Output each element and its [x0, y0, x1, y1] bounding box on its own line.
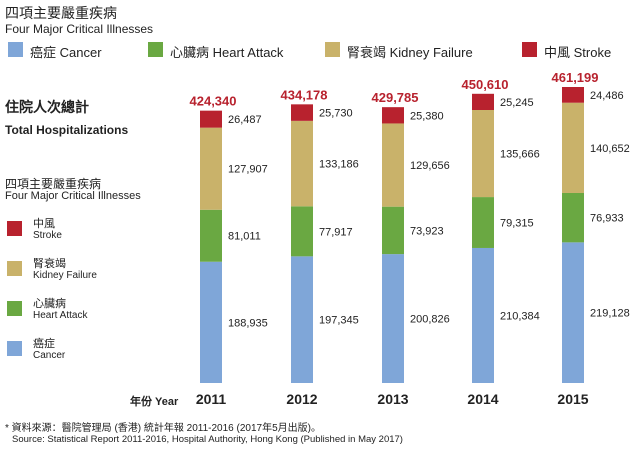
- data-label: 200,826: [410, 314, 450, 326]
- x-axis-label: 年份 Year: [130, 396, 179, 408]
- data-label: 25,380: [410, 110, 444, 122]
- data-label: 188,935: [228, 317, 268, 329]
- side-legend-swatch: [7, 301, 22, 316]
- side-legend-label: Cancer: [33, 350, 66, 361]
- legend-swatch: [325, 42, 340, 57]
- source-zh: * 資料來源：醫院管理局 (香港) 統計年報 2011-2016 (2017年5…: [5, 423, 321, 434]
- side-legend-label: 心臟病: [33, 298, 66, 310]
- bar-segment: [562, 102, 584, 193]
- data-label: 129,656: [410, 160, 450, 172]
- legend-label: 心臟病 Heart Attack: [170, 45, 284, 60]
- data-label: 127,907: [228, 164, 268, 176]
- side-legend-title-zh: 四項主要嚴重疾病: [5, 177, 102, 191]
- legend-label: 腎衰竭 Kidney Failure: [347, 45, 473, 60]
- bar-segment: [200, 209, 222, 262]
- source-en: Source: Statistical Report 2011-2016, Ho…: [12, 434, 403, 445]
- bar-segment: [472, 93, 494, 110]
- bar-segment: [200, 261, 222, 383]
- total-label: 434,178: [281, 87, 328, 102]
- side-legend-swatch: [7, 341, 22, 356]
- legend-swatch: [8, 42, 23, 57]
- data-label: 133,186: [319, 159, 359, 171]
- legend-label: 癌症 Cancer: [30, 45, 102, 60]
- data-label: 26,487: [228, 114, 262, 126]
- legend-label: 中風 Stroke: [544, 45, 612, 60]
- bar-segment: [382, 254, 404, 383]
- bar-segment: [200, 110, 222, 128]
- bar-segment: [382, 206, 404, 255]
- data-label: 24,486: [590, 90, 624, 102]
- side-legend-label: 癌症: [33, 338, 55, 350]
- total-label: 429,785: [372, 90, 419, 105]
- side-legend-swatch: [7, 261, 22, 276]
- data-label: 81,011: [228, 231, 261, 243]
- data-label: 25,730: [319, 108, 353, 120]
- data-label: 79,315: [500, 218, 534, 230]
- total-label: 450,610: [462, 77, 509, 92]
- bar-segment: [472, 247, 494, 383]
- data-label: 140,652: [590, 143, 630, 155]
- x-tick-label: 2011: [196, 391, 227, 407]
- x-tick-label: 2013: [377, 391, 408, 407]
- data-label: 135,666: [500, 149, 540, 161]
- bar-segment: [472, 197, 494, 248]
- total-label-zh: 住院人次總計: [5, 99, 89, 115]
- side-legend-label: 腎衰竭: [33, 258, 66, 270]
- legend-swatch: [522, 42, 537, 57]
- bar-segment: [382, 107, 404, 124]
- data-label: 77,917: [319, 226, 353, 238]
- total-label-en: Total Hospitalizations: [5, 123, 129, 137]
- bar-segment: [562, 242, 584, 383]
- legend-swatch: [148, 42, 163, 57]
- total-label: 424,340: [190, 94, 237, 109]
- x-tick-label: 2015: [557, 391, 588, 407]
- side-legend-swatch: [7, 221, 22, 236]
- bar-segment: [562, 192, 584, 243]
- bar-segment: [562, 87, 584, 103]
- bar-segment: [291, 206, 313, 257]
- bar-segment: [291, 256, 313, 383]
- data-label: 197,345: [319, 315, 359, 327]
- bar-segment: [382, 123, 404, 207]
- side-legend-title-en: Four Major Critical Illnesses: [5, 190, 141, 202]
- chart-title: 四項主要嚴重疾病: [5, 5, 117, 21]
- side-legend-label: Stroke: [33, 230, 62, 241]
- bar-segment: [291, 104, 313, 121]
- side-legend-label: Kidney Failure: [33, 270, 97, 281]
- data-label: 219,128: [590, 308, 630, 320]
- side-legend-label: 中風: [33, 218, 55, 230]
- total-label: 461,199: [552, 70, 599, 85]
- bar-segment: [291, 120, 313, 207]
- bar-segment: [472, 109, 494, 198]
- data-label: 25,245: [500, 97, 534, 109]
- data-label: 73,923: [410, 225, 444, 237]
- side-legend-label: Heart Attack: [33, 310, 88, 321]
- chart-subtitle: Four Major Critical Illnesses: [5, 22, 154, 36]
- bar-segment: [200, 127, 222, 210]
- data-label: 76,933: [590, 213, 624, 225]
- x-tick-label: 2012: [286, 391, 317, 407]
- x-tick-label: 2014: [467, 391, 498, 407]
- data-label: 210,384: [500, 310, 540, 322]
